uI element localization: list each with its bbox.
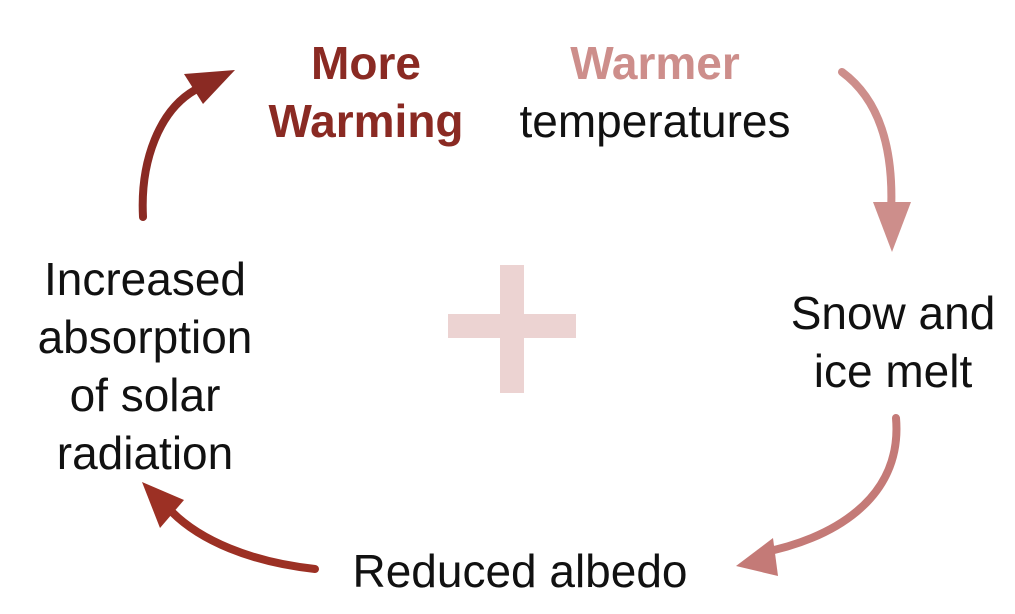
more-warming-line2: Warming <box>268 95 464 147</box>
snow-ice-melt-line2: ice melt <box>813 345 973 397</box>
arrow-melt-to-albedo <box>736 414 901 576</box>
snow-ice-melt-line1: Snow and <box>790 287 996 339</box>
plus-icon <box>448 265 576 393</box>
reduced-albedo-label: Reduced albedo <box>352 545 688 597</box>
increased-absorption-label: Increased absorption of solar radiation <box>10 250 280 482</box>
absorption-line3: of solar <box>69 369 221 421</box>
arrow-warmer-to-melt <box>838 68 911 252</box>
absorption-line2: absorption <box>37 311 253 363</box>
snow-ice-melt-label: Snow and ice melt <box>778 284 1008 400</box>
more-warming-line1: More <box>311 37 421 89</box>
absorption-line4: radiation <box>56 427 234 479</box>
temperatures-label: temperatures <box>519 95 791 147</box>
warmer-temperatures-label: Warmer temperatures <box>500 34 810 150</box>
more-warming-label: More Warming <box>266 34 466 150</box>
arrow-absorption-to-warming <box>138 70 235 221</box>
warmer-label: Warmer <box>570 37 740 89</box>
absorption-line1: Increased <box>43 253 246 305</box>
arrow-albedo-to-absorption <box>142 482 319 573</box>
